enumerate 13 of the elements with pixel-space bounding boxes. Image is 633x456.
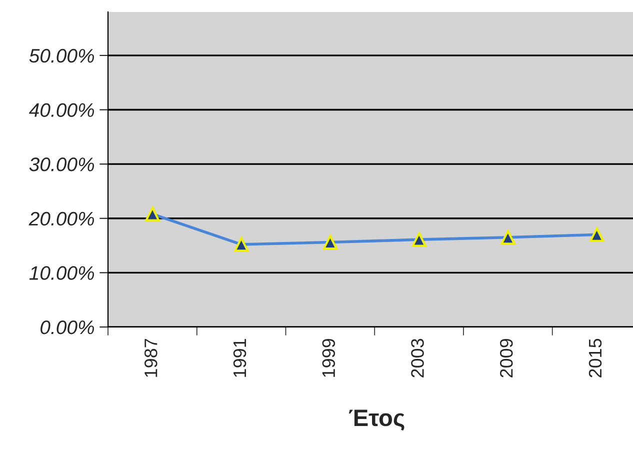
- x-tick-label: 1987: [144, 339, 158, 377]
- x-tick-label: 2003: [411, 338, 424, 378]
- x-tick-label: 1999: [322, 338, 336, 377]
- y-tick-label: 50.00%: [29, 48, 94, 63]
- y-tick-label: 30.00%: [29, 158, 94, 172]
- y-tick-label: 0.00%: [40, 320, 94, 334]
- x-axis-title: Έτος: [349, 410, 404, 431]
- y-tick-label: 10.00%: [29, 266, 94, 280]
- x-tick-label: 1991: [233, 338, 246, 377]
- x-tick-label: 2015: [588, 338, 602, 378]
- x-tick-label: 2009: [500, 338, 513, 378]
- y-tick-label: 40.00%: [28, 103, 94, 117]
- y-tick-label: 20.00%: [28, 212, 94, 226]
